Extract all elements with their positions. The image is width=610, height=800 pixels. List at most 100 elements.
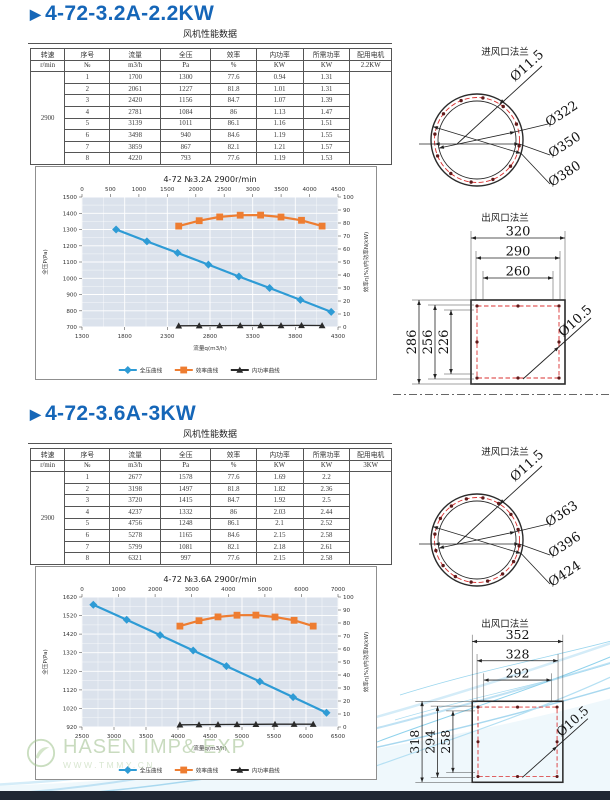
svg-text:1300: 1300 — [75, 334, 90, 340]
table-row: 2900 1 2677 1578 77.6 1.69 2.2 — [29, 471, 392, 565]
table-cell: 82.1 — [210, 140, 257, 154]
speed-cell: 2900 — [29, 471, 66, 565]
col-header: 流量 — [109, 448, 161, 461]
svg-text:1020: 1020 — [63, 706, 78, 712]
svg-text:2500: 2500 — [217, 187, 232, 193]
table-caption-1: 风机性能数据 — [28, 27, 392, 44]
svg-text:内功率曲线: 内功率曲线 — [252, 367, 280, 375]
table-caption-2: 风机性能数据 — [28, 427, 392, 444]
table-cell: 84.7 — [210, 494, 257, 507]
table-cell: 81.8 — [210, 482, 257, 496]
table-cell: 5278 — [109, 529, 161, 542]
table-cell: 1227 — [159, 82, 212, 96]
table-cell: 1011 — [159, 117, 212, 131]
svg-text:352: 352 — [506, 627, 530, 642]
table-cell: 2781 — [109, 105, 161, 119]
table-row: 4 2781 1084 86 1.13 1.47 — [31, 105, 392, 119]
chart-legend: 全压曲线 效率曲线 内功率曲线 — [118, 366, 280, 375]
table-cell: 1.47 — [302, 105, 351, 119]
table-cell: 1.19 — [255, 152, 304, 165]
svg-text:70: 70 — [343, 234, 351, 240]
table-cell: 1 — [64, 71, 111, 84]
table-cell: 2.15 — [255, 529, 304, 542]
col-unit: m3/h — [109, 59, 161, 73]
col-unit: r/min — [29, 59, 66, 73]
col-header: 内功率 — [255, 48, 304, 61]
table-cell: 86.1 — [210, 517, 257, 531]
model-name: 4-72-3.2A-2.2KW — [45, 2, 215, 25]
outlet-flange-title-2: 出风口法兰 — [481, 619, 529, 630]
col-unit: 3KW — [349, 459, 392, 473]
table-cell: 2.36 — [302, 482, 351, 496]
table-cell: 1 — [64, 471, 111, 484]
svg-text:30: 30 — [343, 686, 351, 692]
bottom-bar — [0, 791, 610, 800]
table-cell: 2.1 — [255, 517, 304, 531]
col-unit: Pa — [159, 59, 212, 73]
table-cell: 1.39 — [302, 94, 351, 107]
table-cell: 86 — [210, 505, 257, 519]
svg-text:290: 290 — [506, 245, 531, 260]
table-cell: 77.6 — [210, 152, 257, 165]
table-cell: 8 — [64, 152, 111, 165]
svg-text:3000: 3000 — [107, 734, 122, 740]
svg-text:Ø363: Ø363 — [543, 498, 581, 530]
svg-text:1000: 1000 — [132, 187, 147, 193]
svg-text:40: 40 — [343, 273, 351, 279]
svg-text:1100: 1100 — [63, 260, 78, 266]
chart-title: 4-72 №3.6A 2900r/min — [163, 574, 256, 584]
svg-text:全压曲线: 全压曲线 — [140, 767, 163, 775]
table-cell: 1165 — [159, 529, 212, 542]
motor-cell — [349, 71, 392, 165]
table-cell: 2 — [64, 82, 111, 96]
svg-text:80: 80 — [343, 621, 351, 627]
speed-cell: 2900 — [29, 71, 66, 165]
table-cell: 84.7 — [210, 94, 257, 107]
table-cell: 2.5 — [302, 494, 351, 507]
svg-text:90: 90 — [343, 208, 351, 214]
svg-text:2800: 2800 — [203, 334, 218, 340]
table-cell: 3198 — [109, 482, 161, 496]
table-cell: 3720 — [109, 494, 161, 507]
svg-text:1220: 1220 — [63, 669, 78, 675]
svg-text:320: 320 — [506, 225, 531, 240]
table-cell: 867 — [159, 140, 212, 154]
svg-text:80: 80 — [343, 221, 351, 227]
svg-text:3300: 3300 — [246, 334, 261, 340]
chart-ylabel-left: 全压P(Pa) — [41, 649, 49, 674]
svg-text:4500: 4500 — [331, 187, 346, 193]
svg-text:Ø380: Ø380 — [546, 158, 584, 190]
svg-text:效率曲线: 效率曲线 — [196, 767, 219, 775]
table-cell: 6 — [64, 129, 111, 142]
svg-text:700: 700 — [66, 325, 77, 331]
table-cell: 5 — [64, 117, 111, 131]
svg-text:3000: 3000 — [185, 587, 200, 593]
svg-text:258: 258 — [438, 730, 453, 754]
table-cell: 1081 — [159, 540, 212, 554]
chart-xlabel: 流量q(m3/h) — [193, 744, 227, 752]
table-cell: 2420 — [109, 94, 161, 107]
svg-text:0: 0 — [80, 187, 84, 193]
table-row: 3 2420 1156 84.7 1.07 1.39 — [31, 94, 392, 107]
table-cell: 1.01 — [255, 82, 304, 96]
table-cell: 2.61 — [302, 540, 351, 554]
table-cell: 4220 — [109, 152, 161, 165]
svg-text:5000: 5000 — [258, 587, 273, 593]
svg-text:3000: 3000 — [246, 187, 261, 193]
table-cell: 77.6 — [210, 71, 257, 84]
performance-table-2: 转速 序号 流量 全压 效率 内功率 所需功率 配用电机 r/min № m3/h Pa% KW KW 3K… — [29, 448, 392, 565]
table-cell: 81.8 — [210, 82, 257, 96]
table-cell: 1.53 — [302, 152, 351, 165]
table-row: 4 4237 1332 86 2.03 2.44 — [31, 505, 392, 519]
svg-text:1320: 1320 — [63, 651, 78, 657]
svg-text:3500: 3500 — [139, 734, 154, 740]
table-cell: 1332 — [159, 505, 212, 519]
svg-text:1000: 1000 — [111, 587, 126, 593]
svg-text:10: 10 — [343, 712, 351, 718]
table-cell: 3 — [64, 94, 111, 107]
col-unit: Pa — [159, 459, 212, 473]
svg-text:20: 20 — [343, 699, 351, 705]
